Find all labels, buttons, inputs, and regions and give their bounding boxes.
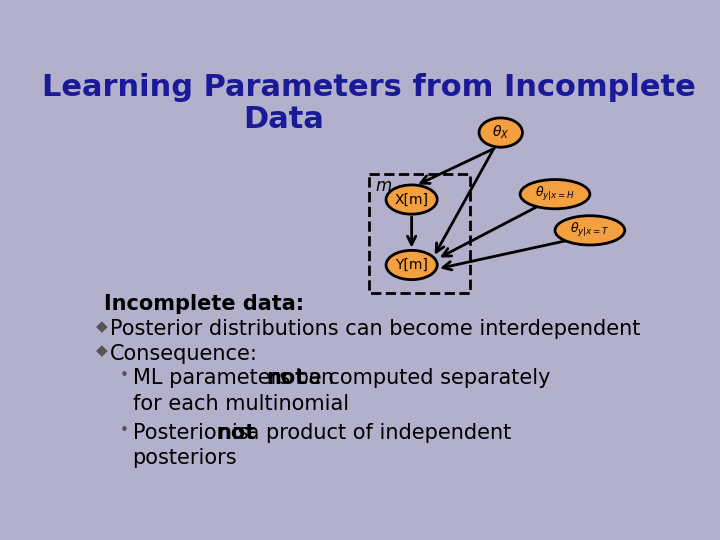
Text: not: not (216, 423, 256, 443)
Text: a product of independent: a product of independent (240, 423, 510, 443)
Text: for each multinomial: for each multinomial (132, 394, 348, 414)
Text: Y[m]: Y[m] (395, 258, 428, 272)
Text: Learning Parameters from Incomplete: Learning Parameters from Incomplete (42, 72, 696, 102)
Text: posteriors: posteriors (132, 448, 238, 468)
Ellipse shape (520, 179, 590, 209)
Text: ◆: ◆ (96, 343, 108, 359)
Text: ◆: ◆ (96, 319, 108, 334)
Text: ML parameters can: ML parameters can (132, 368, 341, 388)
Text: not: not (266, 368, 305, 388)
Bar (369, 174, 469, 294)
Text: •: • (120, 368, 128, 383)
Ellipse shape (386, 251, 437, 280)
Ellipse shape (555, 215, 625, 245)
Ellipse shape (386, 185, 437, 214)
Text: $\theta_{y|x=H}$: $\theta_{y|x=H}$ (535, 185, 575, 203)
Text: $\theta_{y|x=T}$: $\theta_{y|x=T}$ (570, 221, 610, 239)
Ellipse shape (479, 118, 523, 147)
Text: Posterior is: Posterior is (132, 423, 255, 443)
Text: Incomplete data:: Incomplete data: (104, 294, 304, 314)
Text: m: m (375, 177, 392, 195)
Text: X[m]: X[m] (395, 193, 428, 206)
Text: Consequence:: Consequence: (110, 343, 258, 363)
Text: $\theta_X$: $\theta_X$ (492, 124, 510, 141)
Text: be computed separately: be computed separately (289, 368, 551, 388)
Text: •: • (120, 423, 128, 438)
Text: Posterior distributions can become interdependent: Posterior distributions can become inter… (110, 319, 641, 339)
Text: Data: Data (243, 105, 324, 134)
